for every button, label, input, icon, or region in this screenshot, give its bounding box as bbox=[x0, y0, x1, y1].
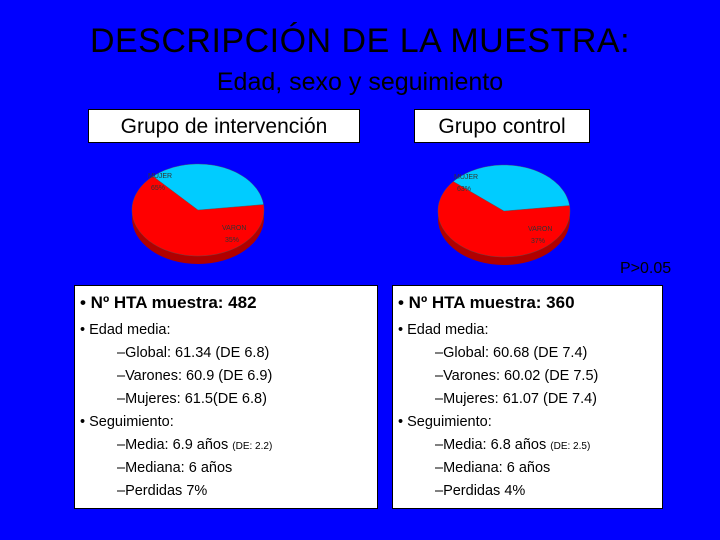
intervention-sex-pie-chart: MUJER 65% VARON 35% bbox=[131, 163, 265, 264]
followup-losses: –Perdidas 4% bbox=[435, 483, 526, 499]
control-stats-panel: • Nº HTA muestra: 360 • Edad media: –Glo… bbox=[392, 285, 663, 509]
followup-mean: –Media: 6.8 años (DE: 2.5) bbox=[435, 437, 590, 453]
followup-mean-sd: (DE: 2.2) bbox=[232, 441, 273, 452]
pie-slice-varon bbox=[453, 164, 570, 212]
age-global: –Global: 60.68 (DE 7.4) bbox=[435, 345, 588, 361]
intervention-group-label: Grupo de intervención bbox=[88, 109, 360, 143]
age-women: –Mujeres: 61.07 (DE 7.4) bbox=[435, 391, 597, 407]
age-heading: • Edad media: bbox=[398, 322, 489, 338]
pie-label-varon: VARON bbox=[528, 226, 552, 233]
pie-label-varon: VARON bbox=[222, 225, 246, 232]
intervention-stats-panel: • Nº HTA muestra: 482 • Edad media: –Glo… bbox=[74, 285, 378, 509]
pie-label-mujer: MUJER bbox=[454, 174, 478, 181]
page-title: DESCRIPCIÓN DE LA MUESTRA: bbox=[89, 22, 631, 60]
followup-heading: • Seguimiento: bbox=[398, 414, 492, 430]
control-sex-pie-chart: MUJER 63% VARON 37% bbox=[437, 164, 571, 265]
followup-heading: • Seguimiento: bbox=[80, 414, 174, 430]
followup-mean-value: –Media: 6.8 años bbox=[435, 437, 547, 453]
pie-label-mujer: MUJER bbox=[148, 173, 172, 180]
control-group-label: Grupo control bbox=[414, 109, 590, 143]
age-men: –Varones: 60.02 (DE 7.5) bbox=[435, 368, 599, 384]
pie-value-varon: 35% bbox=[225, 237, 239, 244]
pie-value-mujer: 65% bbox=[151, 185, 165, 192]
followup-median: –Mediana: 6 años bbox=[435, 460, 551, 476]
sample-size-heading: • Nº HTA muestra: 482 bbox=[80, 293, 257, 312]
pie-value-varon: 37% bbox=[531, 238, 545, 245]
age-men: –Varones: 60.9 (DE 6.9) bbox=[117, 368, 273, 384]
followup-mean: –Media: 6.9 años (DE: 2.2) bbox=[117, 437, 272, 453]
age-global: –Global: 61.34 (DE 6.8) bbox=[117, 345, 270, 361]
p-value: P>0.05 bbox=[620, 260, 672, 277]
sample-size-heading: • Nº HTA muestra: 360 bbox=[398, 293, 575, 312]
followup-losses: –Perdidas 7% bbox=[117, 483, 208, 499]
pie-slice-mujer bbox=[131, 176, 265, 257]
followup-median: –Mediana: 6 años bbox=[117, 460, 233, 476]
pie-slice-varon bbox=[152, 163, 264, 211]
pie-value-mujer: 63% bbox=[457, 186, 471, 193]
followup-mean-value: –Media: 6.9 años bbox=[117, 437, 229, 453]
age-women: –Mujeres: 61.5(DE 6.8) bbox=[117, 391, 267, 407]
followup-mean-sd: (DE: 2.5) bbox=[550, 441, 591, 452]
age-heading: • Edad media: bbox=[80, 322, 171, 338]
pie-slice-mujer bbox=[437, 181, 571, 258]
page-subtitle: Edad, sexo y seguimiento bbox=[216, 68, 504, 96]
